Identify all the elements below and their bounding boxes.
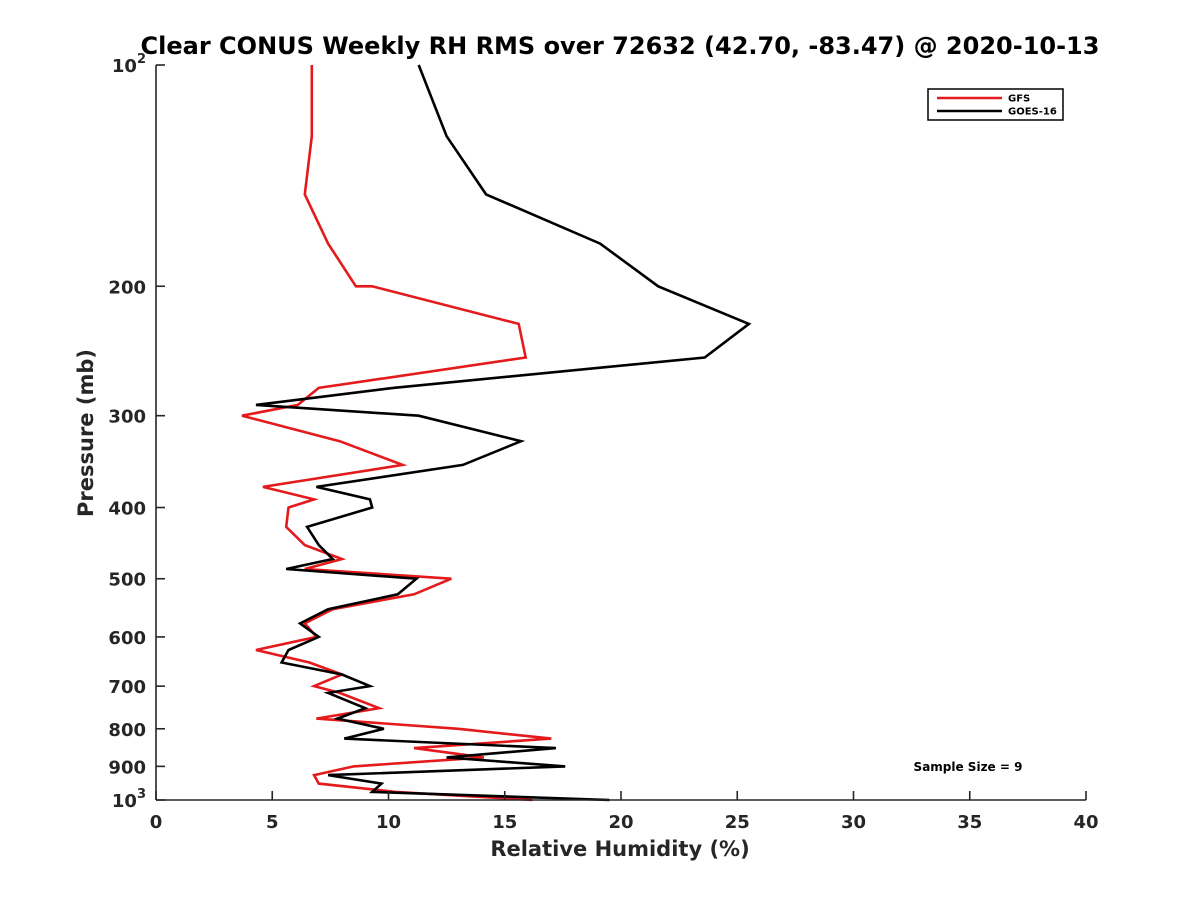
- y-axis-label: Pressure (mb): [74, 349, 98, 517]
- x-tick-label: 10: [376, 812, 401, 833]
- y-tick-label: 300: [108, 407, 146, 428]
- chart-title: Clear CONUS Weekly RH RMS over 72632 (42…: [141, 32, 1100, 60]
- x-tick-label: 5: [266, 812, 279, 833]
- y-tick-label: 400: [108, 499, 146, 520]
- legend-box: [927, 88, 1064, 121]
- y-tick-label: 600: [108, 628, 146, 649]
- series-line-gfs: [241, 65, 552, 802]
- y-tick-label: 103: [112, 787, 146, 812]
- series-line-goes16: [255, 64, 752, 802]
- ticks-layer: 0 5 10 15 20 25 30 35 40 102 200 300 400 500 600 700 800…: [108, 52, 1098, 833]
- series-layer: [241, 64, 752, 802]
- y-tick-label: 200: [108, 277, 146, 298]
- x-tick-label: 35: [957, 812, 982, 833]
- sample-size-annotation: Sample Size = 9: [914, 760, 1023, 774]
- plot-area: 0 5 10 15 20 25 30 35 40 102 200 300 400 500 600 700 800…: [108, 52, 1098, 833]
- legend: GFS GOES-16: [927, 88, 1064, 121]
- x-tick-label: 15: [492, 812, 517, 833]
- y-tick-label: 900: [108, 757, 146, 778]
- x-axis-label: Relative Humidity (%): [490, 837, 749, 861]
- legend-label-goes16: GOES-16: [1008, 107, 1057, 118]
- x-tick-label: 0: [150, 812, 163, 833]
- x-tick-label: 25: [725, 812, 750, 833]
- y-tick-label: 500: [108, 570, 146, 591]
- x-tick-label: 40: [1073, 812, 1098, 833]
- y-tick-label: 800: [108, 720, 146, 741]
- legend-label-gfs: GFS: [1008, 94, 1030, 105]
- y-tick-label: 700: [108, 677, 146, 698]
- x-tick-label: 30: [841, 812, 866, 833]
- x-tick-label: 20: [608, 812, 633, 833]
- y-tick-label: 102: [112, 52, 146, 77]
